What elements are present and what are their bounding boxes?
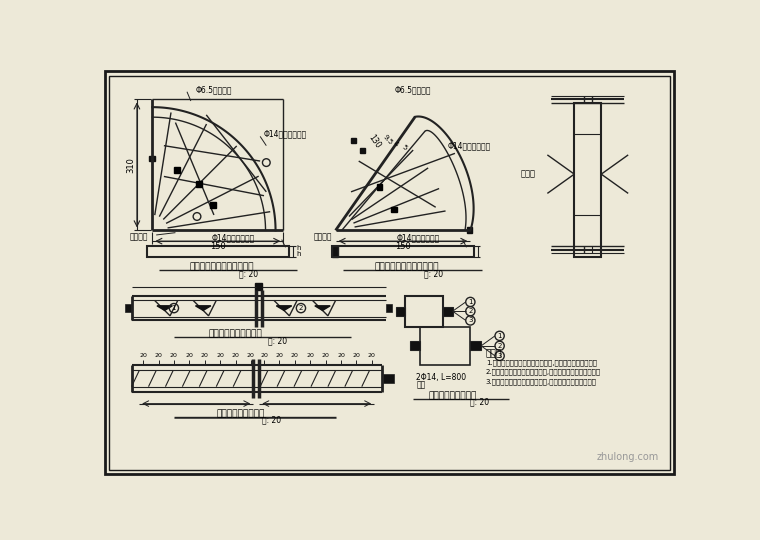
Bar xyxy=(360,148,365,153)
Text: h: h xyxy=(296,245,301,251)
Text: 20: 20 xyxy=(154,353,163,359)
Bar xyxy=(385,304,392,312)
Text: 20: 20 xyxy=(321,353,330,359)
Bar xyxy=(575,103,601,257)
Bar xyxy=(195,181,201,187)
Text: 模板孔缝: 模板孔缝 xyxy=(313,232,332,241)
Polygon shape xyxy=(277,306,292,310)
Text: 2: 2 xyxy=(468,308,473,314)
Text: 比: 20: 比: 20 xyxy=(262,415,281,424)
Text: zhulong.com: zhulong.com xyxy=(597,453,660,462)
Text: Φ14板顶补强钢筋: Φ14板顶补强钢筋 xyxy=(264,130,307,139)
Bar xyxy=(470,341,481,350)
Text: 1: 1 xyxy=(497,333,502,339)
Text: 模板孔缝: 模板孔缝 xyxy=(130,232,148,241)
Bar xyxy=(443,307,453,316)
Text: 20: 20 xyxy=(291,353,299,359)
Text: 直角设计边钢筋补强节点图: 直角设计边钢筋补强节点图 xyxy=(190,263,255,272)
Text: 20: 20 xyxy=(275,353,283,359)
Text: 2Φ14, L=800: 2Φ14, L=800 xyxy=(416,373,467,382)
Bar xyxy=(174,167,180,173)
Text: 比: 20: 比: 20 xyxy=(239,269,258,278)
Text: 1.本图尺寸除钢筋直径以毫米计外,其余尺寸均以厘米计。: 1.本图尺寸除钢筋直径以毫米计外,其余尺寸均以厘米计。 xyxy=(486,360,597,366)
Text: 钢筋笼剖断面节点图: 钢筋笼剖断面节点图 xyxy=(429,392,477,400)
Text: 锐角设计边钢筋补强节点图: 锐角设计边钢筋补强节点图 xyxy=(375,263,439,272)
Bar xyxy=(467,227,472,233)
Text: 5: 5 xyxy=(401,144,408,151)
Text: 3.面层板的设缝处方向延续板时,采用锐角型型钢筋节孔。: 3.面层板的设缝处方向延续板时,采用锐角型型钢筋节孔。 xyxy=(486,378,597,384)
Text: 2: 2 xyxy=(299,305,303,311)
Text: 边缘钢筋补强节点图: 边缘钢筋补强节点图 xyxy=(217,409,265,418)
Text: 3: 3 xyxy=(497,353,502,359)
Text: 2: 2 xyxy=(498,343,502,349)
Text: 20: 20 xyxy=(139,353,147,359)
Text: h: h xyxy=(296,251,301,257)
Text: 20: 20 xyxy=(353,353,360,359)
Text: Φ14板顶补强钢筋: Φ14板顶补强钢筋 xyxy=(212,233,255,242)
Bar xyxy=(377,185,382,190)
Text: 20: 20 xyxy=(337,353,345,359)
Bar xyxy=(420,327,470,365)
Text: 20: 20 xyxy=(368,353,375,359)
Text: 20: 20 xyxy=(216,353,224,359)
Bar xyxy=(383,374,394,383)
Polygon shape xyxy=(315,306,330,310)
Text: 钢筋笼: 钢筋笼 xyxy=(521,170,536,179)
Text: 2.锚筋的混凝土锚筋在板角处置,混凝土板表面距自由端部。: 2.锚筋的混凝土锚筋在板角处置,混凝土板表面距自由端部。 xyxy=(486,369,601,375)
Bar xyxy=(332,246,474,256)
Text: 说明：: 说明： xyxy=(486,349,502,358)
Text: 比: 20: 比: 20 xyxy=(268,336,287,345)
Text: 20: 20 xyxy=(201,353,209,359)
Text: 310: 310 xyxy=(126,157,135,173)
Text: 20: 20 xyxy=(260,353,268,359)
Text: 比: 20: 比: 20 xyxy=(424,269,443,278)
Bar xyxy=(125,304,131,312)
Text: Φ6.5钢筋连接: Φ6.5钢筋连接 xyxy=(394,86,431,94)
Text: 3: 3 xyxy=(468,318,473,323)
Text: 130: 130 xyxy=(366,133,382,150)
Text: 20: 20 xyxy=(232,353,239,359)
Text: 4: 4 xyxy=(392,140,399,148)
Text: 1: 1 xyxy=(468,299,473,305)
Text: Φ6.5钢筋连接: Φ6.5钢筋连接 xyxy=(195,86,233,94)
Bar xyxy=(332,246,338,256)
Bar xyxy=(351,138,356,143)
Text: 20: 20 xyxy=(170,353,178,359)
Text: 20: 20 xyxy=(185,353,193,359)
Bar xyxy=(210,202,216,208)
Text: Φ14板顶补强钢筋: Φ14板顶补强钢筋 xyxy=(447,141,490,150)
Bar xyxy=(147,246,290,256)
Polygon shape xyxy=(157,306,173,310)
Text: 比: 20: 比: 20 xyxy=(470,397,489,407)
Text: 20: 20 xyxy=(306,353,314,359)
Text: 150: 150 xyxy=(394,242,410,251)
Polygon shape xyxy=(195,306,211,310)
Bar xyxy=(396,307,405,316)
Bar xyxy=(405,296,443,327)
Text: 20: 20 xyxy=(247,353,255,359)
Text: 150: 150 xyxy=(210,242,226,251)
Text: 1: 1 xyxy=(172,305,176,311)
Bar xyxy=(391,207,397,212)
Bar xyxy=(410,341,420,350)
Text: 自由边钢筋补强节点图: 自由边钢筋补强节点图 xyxy=(209,330,262,339)
Text: 锚筋: 锚筋 xyxy=(416,381,426,390)
Bar xyxy=(149,156,154,161)
Bar xyxy=(255,284,262,289)
Text: 9.5: 9.5 xyxy=(382,133,394,146)
Text: Φ14板顶补强钢筋: Φ14板顶补强钢筋 xyxy=(397,233,440,242)
